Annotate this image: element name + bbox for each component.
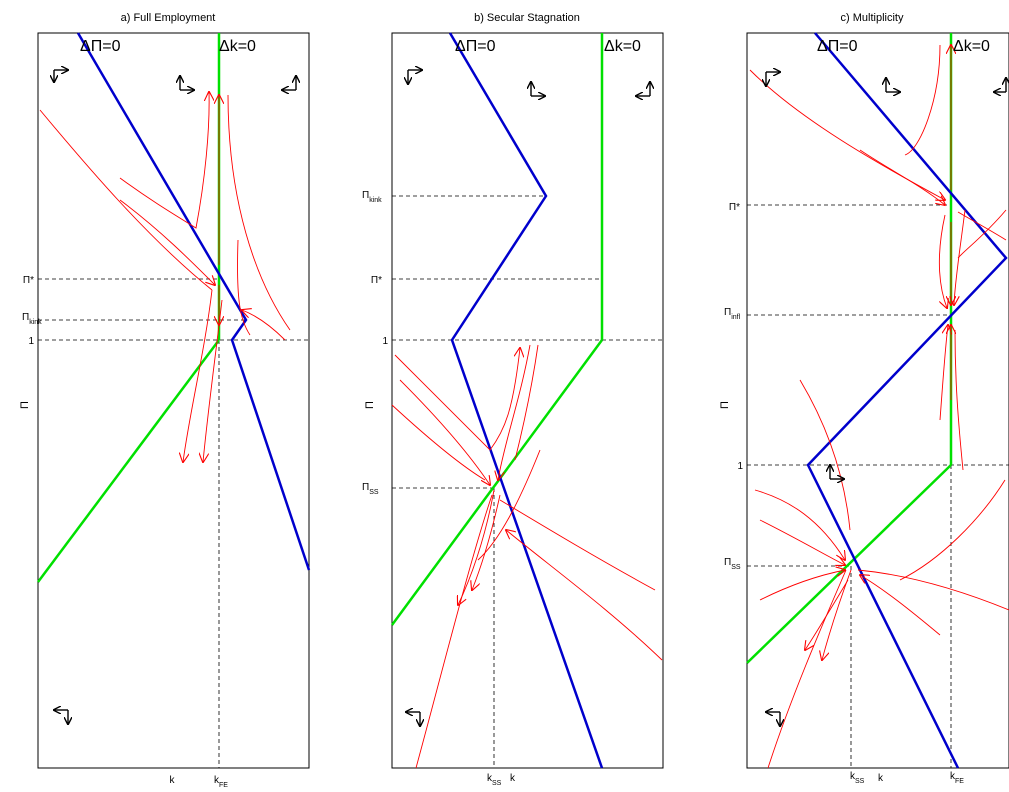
panel-b-tick-piss: ΠSS (362, 482, 379, 496)
panel-b-tick-kss: kSS (487, 773, 502, 787)
panel-b-pi-axis-label: Π (364, 401, 376, 409)
panel-b: b) Secular Stagnation Π (362, 12, 664, 787)
panel-a-frame (37, 32, 310, 769)
panel-b-k-nullcline-label: Δk=0 (604, 38, 641, 55)
panel-c-title: c) Multiplicity (841, 12, 904, 24)
panel-c-tick-kss: kSS (850, 771, 865, 785)
panel-c-pi-nullcline (806, 32, 1008, 769)
panel-c-tick-piinfl: Πinfl (724, 307, 741, 321)
panel-a-pi-nullcline-label: ΔΠ=0 (80, 38, 121, 55)
panel-b-tick-one: 1 (382, 336, 388, 347)
panel-a-tick-pikink: Πkink (22, 312, 42, 326)
panel-a-trajectories (39, 92, 291, 462)
panel-a-tick-pistar: Π* (23, 275, 34, 286)
panel-a-pi-axis-label: Π (19, 401, 31, 409)
panel-c-direction-arrows (766, 72, 1006, 726)
panel-c-tick-one: 1 (737, 461, 743, 472)
panel-c-pi-axis-label: Π (719, 401, 731, 409)
panel-a-tick-k: k (170, 775, 176, 786)
panel-a-tick-kfe: kFE (214, 775, 228, 789)
panel-c-tick-k: k (878, 773, 884, 784)
panel-a-pi-nullcline (76, 32, 311, 571)
panel-c-trajectories (749, 45, 1009, 769)
panel-a-tick-one: 1 (28, 336, 34, 347)
panel-a: a) Full Employment Π (19, 12, 311, 789)
panel-c-pi-nullcline-label: ΔΠ=0 (817, 38, 858, 55)
panel-c-frame (746, 32, 1009, 769)
panel-c-tick-pistar: Π* (729, 202, 740, 213)
panel-a-k-nullcline-lower (36, 339, 221, 583)
panel-b-k-nullcline-lower (390, 339, 604, 626)
panel-b-trajectories (391, 344, 663, 769)
panel-b-pi-nullcline (448, 32, 604, 769)
panel-b-title: b) Secular Stagnation (474, 12, 580, 24)
panel-b-tick-k: k (510, 773, 516, 784)
panel-b-pi-nullcline-label: ΔΠ=0 (455, 38, 496, 55)
panel-c-k-nullcline-lower (746, 464, 952, 664)
panel-b-frame (391, 32, 664, 769)
panel-a-title: a) Full Employment (121, 12, 216, 24)
panel-a-k-nullcline-label: Δk=0 (219, 38, 256, 55)
panel-b-tick-pistar: Π* (371, 275, 382, 286)
panel-b-tick-pikink: Πkink (362, 190, 382, 204)
panel-c-tick-piss: ΠSS (724, 557, 741, 571)
panel-c-tick-kfe: kFE (950, 771, 964, 785)
panel-c-k-nullcline-label: Δk=0 (953, 38, 990, 55)
panel-b-direction-arrows (406, 70, 650, 726)
panel-a-direction-arrows (54, 70, 296, 724)
panel-c: c) Multiplicity Π (719, 12, 1009, 785)
